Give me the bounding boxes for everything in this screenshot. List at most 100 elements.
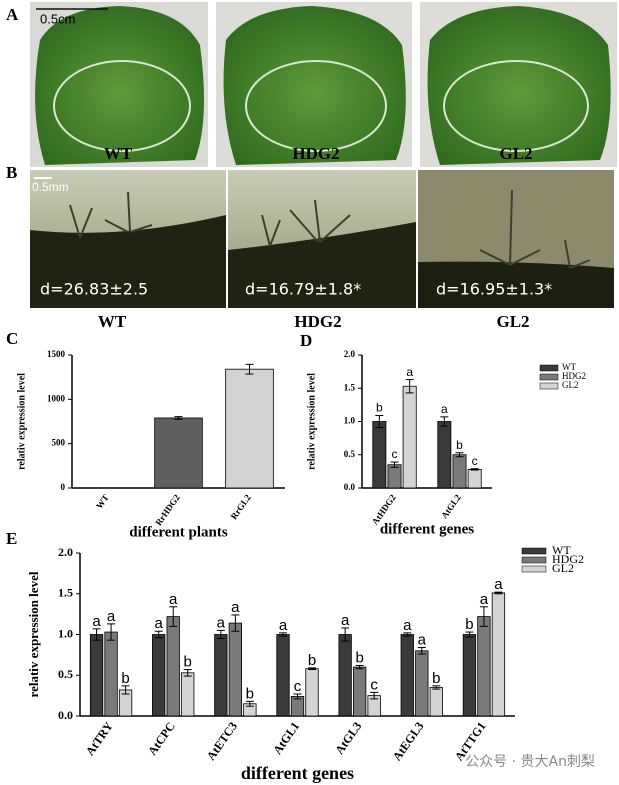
significance-label: a [107, 608, 116, 625]
error-bar [231, 614, 240, 632]
bar [181, 672, 195, 717]
significance-label: a [155, 615, 164, 632]
error-bar [455, 452, 464, 458]
error-bar [432, 685, 441, 690]
bar [305, 668, 319, 717]
y-tick-label: 0.5 [58, 667, 73, 681]
bar [402, 385, 417, 489]
y-tick-label: 1.5 [58, 586, 73, 600]
scale-label: 0.5mm [32, 180, 69, 194]
legend-label: GL2 [552, 561, 574, 575]
y-tick-label: 1500 [47, 349, 66, 359]
leaf-edge [228, 222, 416, 308]
ring [443, 60, 589, 152]
y-tick-label: 2.0 [58, 545, 73, 559]
x-axis-label: different plants [129, 524, 228, 540]
significance-label: b [121, 670, 129, 687]
panel-label: B [6, 163, 17, 182]
x-tick-label: AtCPC [145, 719, 178, 758]
significance-label: a [441, 402, 448, 416]
ring [245, 60, 387, 152]
legend-label: HDG2 [552, 552, 584, 566]
error-bar [174, 416, 183, 420]
bar [477, 616, 491, 717]
error-bar [494, 591, 503, 595]
y-tick-label: 0.0 [58, 708, 73, 722]
error-bar [390, 461, 399, 468]
measurement: d=26.83±2.5 [40, 280, 148, 299]
panel-b: B 0.5mm d=26.83±2.5 d=16.79±1.8* d=16.95… [6, 163, 614, 331]
significance-label: a [494, 576, 503, 593]
error-bar [293, 693, 302, 700]
panel-label: E [6, 529, 17, 548]
bar [89, 634, 104, 717]
significance-label: c [370, 676, 378, 693]
bar [452, 454, 467, 489]
x-tick-label: AtGL2 [439, 492, 463, 520]
y-tick-label: 0 [61, 482, 66, 492]
leaf [223, 6, 406, 165]
bar [387, 464, 402, 489]
significance-label: a [231, 599, 240, 616]
bar [352, 666, 367, 717]
photo-caption: GL2 [496, 312, 529, 331]
error-bar [355, 664, 364, 670]
y-axis-label: relativ expression level [306, 373, 317, 470]
error-bar [375, 415, 384, 428]
x-tick-label: RrGL2 [229, 492, 254, 521]
error-bar [470, 468, 479, 471]
significance-label: a [92, 613, 101, 630]
bar [491, 592, 506, 717]
significance-label: a [217, 614, 226, 631]
error-bar [169, 606, 178, 627]
significance-label: a [418, 632, 427, 649]
x-tick-label: AtGL1 [270, 719, 302, 757]
bar [400, 634, 414, 717]
bar [437, 421, 452, 489]
error-bar [440, 416, 449, 427]
error-bar [417, 647, 426, 655]
bar [372, 421, 387, 489]
error-bar [92, 628, 101, 641]
error-bar [121, 685, 130, 695]
trichomes [69, 189, 591, 269]
x-tick-label: WT [94, 493, 111, 511]
significance-label: a [169, 591, 178, 608]
leaf [35, 6, 204, 165]
error-bar [183, 669, 192, 677]
bar [166, 616, 180, 717]
significance-label: a [406, 365, 413, 379]
significance-label: a [403, 617, 412, 634]
photo-caption: HDG2 [294, 312, 341, 331]
panel-label: C [6, 329, 18, 348]
leaf-edge [418, 261, 614, 308]
significance-label: c [294, 678, 302, 695]
leaf [427, 6, 611, 165]
error-bar [308, 667, 316, 671]
y-tick-label: 2.0 [344, 349, 356, 359]
significance-label: a [341, 612, 350, 629]
significance-label: c [392, 447, 398, 461]
error-bar [479, 606, 488, 627]
measurement: d=16.95±1.3* [436, 280, 552, 299]
x-tick-label: AtETC3 [204, 719, 240, 763]
y-axis-label: relativ expression level [26, 571, 41, 697]
error-bar [279, 632, 287, 637]
error-bar [465, 631, 474, 638]
bar [429, 687, 443, 717]
legend-swatch [539, 373, 559, 381]
bar [415, 650, 429, 717]
bar [214, 634, 228, 717]
legend-label: HDG2 [562, 371, 586, 381]
photo-caption: WT [98, 312, 127, 331]
error-bar [216, 629, 225, 640]
significance-label: b [355, 649, 363, 666]
significance-label: b [456, 438, 463, 452]
y-tick-label: 1.5 [344, 382, 356, 392]
bar [225, 368, 274, 489]
y-tick-label: 1.0 [344, 416, 356, 426]
x-axis-label: different genes [241, 763, 354, 783]
panel-a: A 0.5cm WT HDG2 GL2 [6, 2, 617, 167]
error-bar [245, 700, 254, 707]
bar [467, 468, 482, 489]
